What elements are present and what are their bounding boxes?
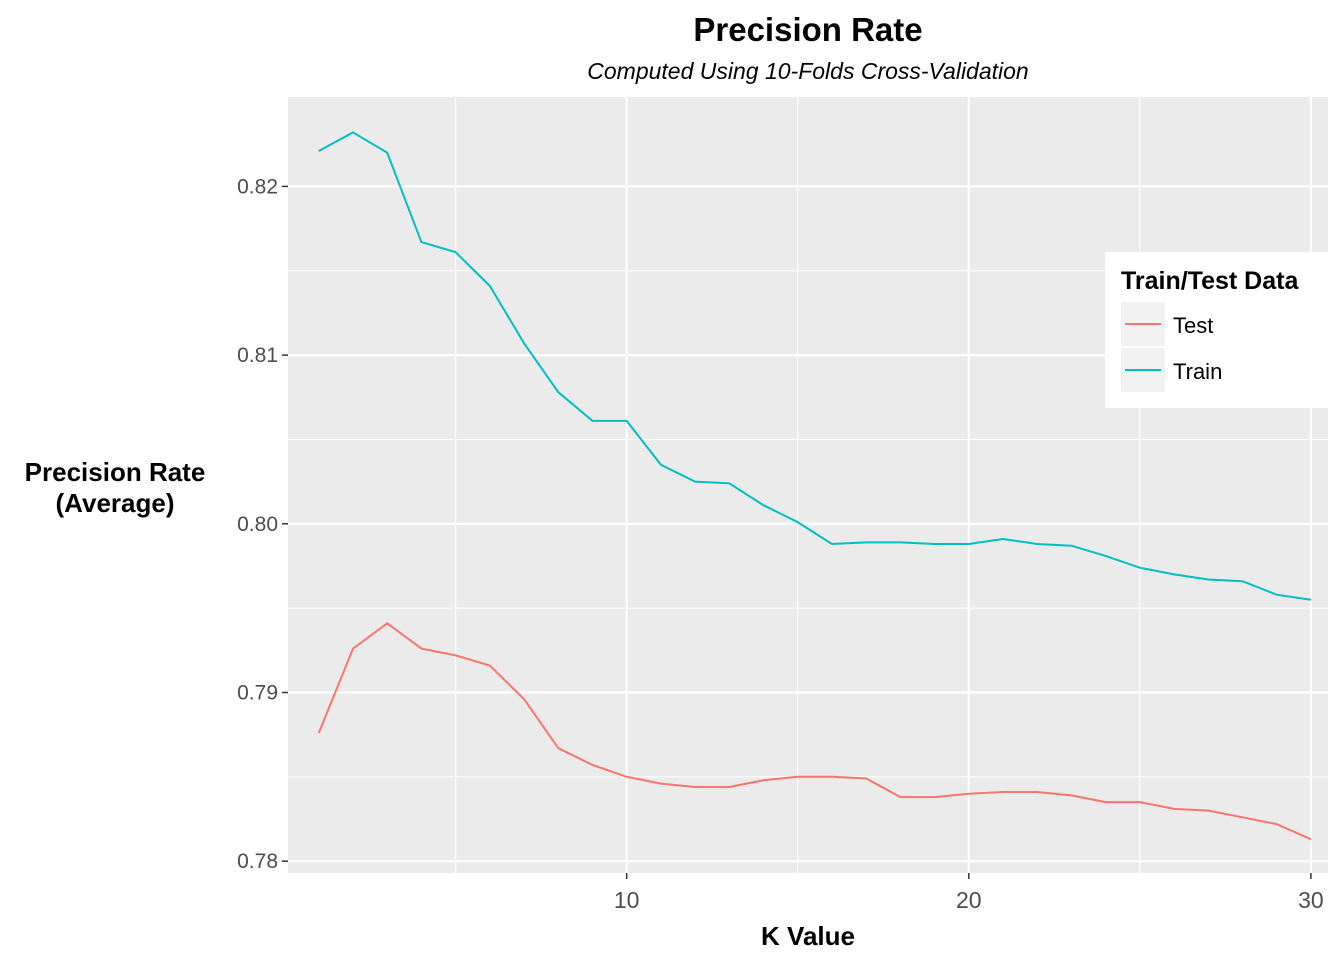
x-tick-label: 10 [614, 887, 640, 913]
minor-gridlines [288, 97, 1328, 873]
legend-title: Train/Test Data [1121, 267, 1299, 295]
plot-panel [288, 97, 1328, 873]
y-tick-label: 0.82 [237, 175, 278, 198]
legend-label-train: Train [1173, 359, 1222, 384]
chart-subtitle: Computed Using 10-Folds Cross-Validation [587, 58, 1028, 84]
y-tick-label: 0.80 [237, 513, 278, 536]
x-tick-label: 30 [1298, 887, 1324, 913]
y-tick-label: 0.81 [237, 344, 278, 367]
x-tick-label: 20 [956, 887, 982, 913]
x-axis-title: K Value [761, 921, 855, 951]
y-axis-title-line-2: (Average) [56, 488, 175, 518]
y-tick-label: 0.79 [237, 681, 278, 704]
y-axis: 0.78 0.79 0.80 0.81 0.82 [237, 175, 288, 873]
x-axis: 10 20 30 [614, 873, 1324, 913]
legend: Train/Test Data Test Train [1105, 252, 1344, 408]
chart-title: Precision Rate [693, 11, 922, 48]
y-axis-title-line-1: Precision Rate [25, 457, 206, 487]
series-lines [317, 131, 1312, 841]
major-gridlines [288, 97, 1328, 873]
y-tick-label: 0.78 [237, 850, 278, 873]
series-line-test [317, 622, 1312, 841]
legend-label-test: Test [1173, 313, 1213, 338]
series-line-train [318, 131, 1312, 601]
